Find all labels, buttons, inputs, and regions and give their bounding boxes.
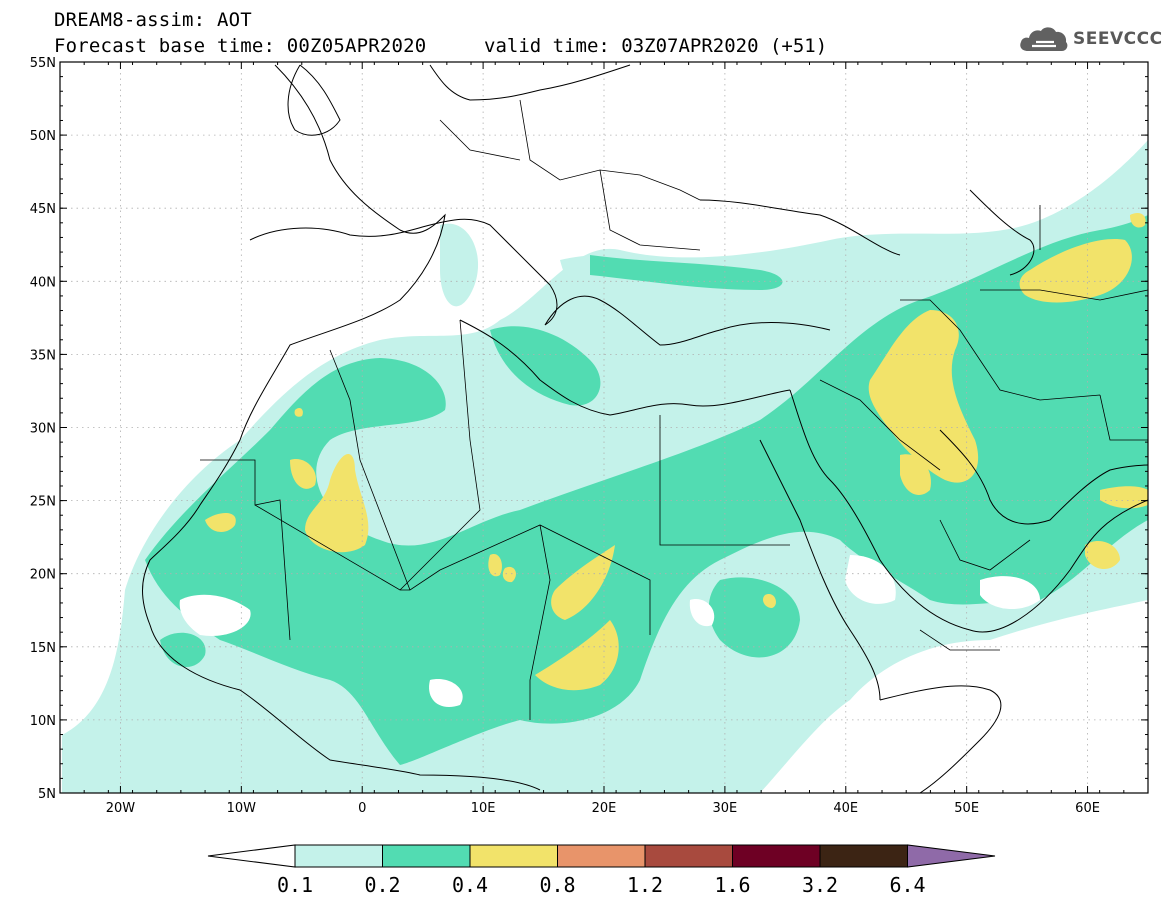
legend-swatch [469,844,558,868]
lat-label: 5N [38,787,56,802]
cloud-icon [1020,27,1068,51]
lat-label: 40N [30,275,56,290]
forecast-base-time: Forecast base time: 00Z05APR2020 [54,35,427,57]
legend-swatch [732,844,821,868]
legend-label: 1.6 [714,873,751,897]
lon-label: 0 [358,801,366,816]
coastlines [142,64,1148,793]
lon-label: 20W [106,801,136,816]
coast-iberia-africa [142,64,541,791]
seevccc-logo: SEEVCCC [1018,24,1163,54]
legend-label: 6.4 [889,873,926,897]
legend-swatch [819,844,908,868]
lon-label: 20E [592,801,617,816]
coast-north-africa [459,319,791,416]
aot-gaps [179,555,1040,708]
legend-label: 0.1 [276,873,314,897]
legend-label: 0.2 [364,873,401,897]
aot-band-0-1-north [440,223,708,330]
legend-max-arrow [907,844,996,868]
coast-britain [287,64,341,136]
lat-label: 10N [30,714,56,729]
coast-scandinavia-baltic [429,64,631,101]
aot-band-0-4 [205,213,1148,691]
lon-label: 40E [833,801,858,816]
legend-swatch [294,844,383,868]
latitude-labels: 55N 50N 45N 40N 35N 30N 25N 20N 15N 10N 5N [30,56,56,802]
lon-label: 60E [1075,801,1100,816]
legend-swatch [557,844,646,868]
legend-swatch [644,844,733,868]
lat-label: 55N [30,56,56,71]
lon-label: 30E [713,801,738,816]
legend-label: 0.4 [451,873,489,897]
lat-label: 20N [30,568,56,583]
lat-label: 35N [30,348,56,363]
lat-label: 30N [30,422,56,437]
legend-label: 0.8 [539,873,576,897]
valid-time: valid time: 03Z07APR2020 (+51) [484,35,828,57]
legend-label: 3.2 [801,873,839,897]
coast-gulf [939,429,1148,525]
aot-legend-bar [207,844,996,868]
logo-text: SEEVCCC [1073,29,1163,49]
lat-label: 15N [30,641,56,656]
lat-label: 25N [30,495,56,510]
legend-swatch [382,844,471,868]
gridlines [60,62,1148,793]
lon-label: 10W [227,801,257,816]
country-borders [200,99,1148,720]
axis-ticks [59,61,1149,794]
lon-label: 10E [471,801,496,816]
legend-min-arrow [207,844,296,868]
coast-black-caspian [699,189,1035,276]
legend-label: 1.2 [626,873,664,897]
lat-label: 45N [30,202,56,217]
lat-label: 50N [30,129,56,144]
aot-contours [62,140,1148,793]
lon-label: 50E [954,801,979,816]
longitude-labels: 20W 10W 0 10E 20E 30E 40E 50E 60E [106,801,1100,816]
coast-europe-south [249,218,831,346]
map-title: DREAM8-assim: AOT [54,9,252,31]
coast-red-sea-arabia [759,389,1148,701]
aot-band-0-2-med [160,255,800,667]
coast-horn-africa [879,685,1002,793]
